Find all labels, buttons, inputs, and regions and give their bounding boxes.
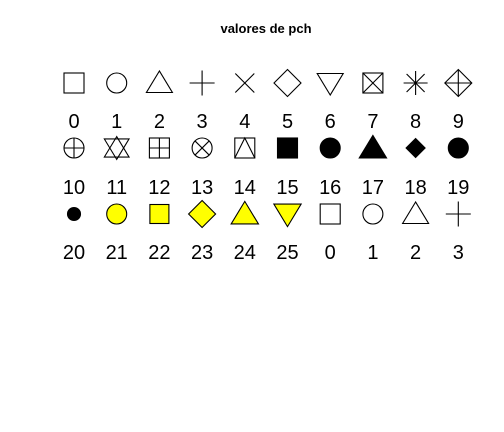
pch-label: 0 bbox=[325, 242, 336, 264]
pch-label: 8 bbox=[410, 111, 421, 133]
pch-label: 9 bbox=[453, 111, 464, 133]
pch-symbol-21 bbox=[106, 203, 128, 225]
pch-symbol-13 bbox=[191, 137, 213, 159]
pch-label: 7 bbox=[367, 111, 378, 133]
pch-label: 6 bbox=[325, 111, 336, 133]
pch-label: 19 bbox=[447, 177, 469, 199]
pch-symbol-16 bbox=[319, 137, 341, 159]
pch-symbol-18 bbox=[405, 137, 426, 159]
pch-symbol-9 bbox=[444, 68, 473, 98]
pch-symbol-5 bbox=[273, 68, 302, 98]
pch-symbol-4 bbox=[234, 73, 255, 93]
pch-symbol-3 bbox=[445, 201, 471, 227]
pch-symbol-0 bbox=[319, 203, 341, 225]
pch-label: 3 bbox=[453, 242, 464, 264]
pch-symbol-23 bbox=[187, 199, 217, 229]
pch-symbol-0 bbox=[63, 72, 85, 94]
pch-symbol-19 bbox=[447, 137, 469, 159]
pch-label: 20 bbox=[63, 242, 85, 264]
pch-label: 1 bbox=[367, 242, 378, 264]
pch-symbol-10 bbox=[63, 137, 85, 159]
pch-label: 2 bbox=[410, 242, 421, 264]
pch-symbol-24 bbox=[230, 200, 260, 225]
pch-symbol-1 bbox=[362, 203, 384, 225]
pch-label: 21 bbox=[106, 242, 128, 264]
pch-label: 1 bbox=[111, 111, 122, 133]
pch-symbol-25 bbox=[272, 203, 303, 228]
pch-label: 5 bbox=[282, 111, 293, 133]
pch-label: 15 bbox=[276, 177, 298, 199]
pch-symbol-15 bbox=[276, 137, 299, 159]
pch-label: 13 bbox=[191, 177, 213, 199]
pch-label: 25 bbox=[276, 242, 298, 264]
pch-label: 4 bbox=[239, 111, 250, 133]
pch-symbol-2 bbox=[145, 69, 174, 94]
pch-label: 12 bbox=[148, 177, 170, 199]
pch-symbol-7 bbox=[362, 72, 384, 94]
pch-label: 23 bbox=[191, 242, 213, 264]
pch-symbol-22 bbox=[149, 203, 170, 225]
pch-symbol-17 bbox=[358, 134, 388, 159]
pch-label: 17 bbox=[362, 177, 384, 199]
pch-label: 11 bbox=[106, 177, 127, 199]
pch-symbol-2 bbox=[401, 200, 430, 225]
pch-label: 2 bbox=[154, 111, 165, 133]
pch-symbol-3 bbox=[189, 70, 215, 96]
pch-symbol-1 bbox=[106, 72, 128, 94]
pch-symbol-12 bbox=[148, 137, 170, 159]
pch-label: 18 bbox=[404, 177, 426, 199]
pch-symbol-6 bbox=[316, 72, 345, 97]
pch-label: 16 bbox=[319, 177, 341, 199]
pch-label: 3 bbox=[197, 111, 208, 133]
pch-label: 14 bbox=[234, 177, 256, 199]
pch-symbol-20 bbox=[66, 206, 82, 222]
pch-symbol-8 bbox=[403, 71, 428, 95]
pch-label: 10 bbox=[63, 177, 85, 199]
chart-title: valores de pch bbox=[220, 21, 312, 36]
pch-label: 0 bbox=[68, 111, 79, 133]
pch-symbol-14 bbox=[234, 136, 256, 159]
pch-label: 24 bbox=[234, 242, 256, 264]
pch-symbol-11 bbox=[103, 135, 131, 161]
pch-label: 22 bbox=[148, 242, 170, 264]
